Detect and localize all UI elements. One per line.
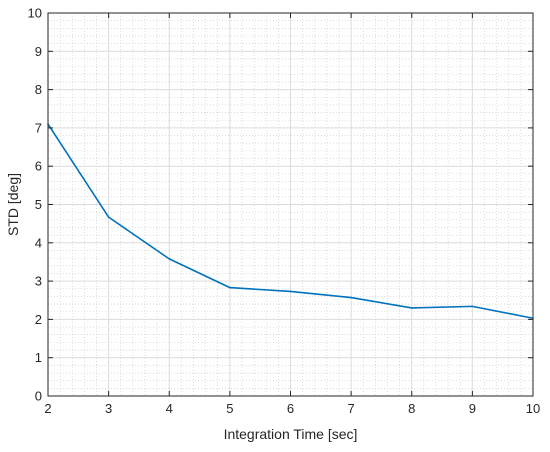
x-axis-label: Integration Time [sec] [224,426,358,442]
y-axis-label: STD [deg] [5,173,21,236]
y-tick-label: 7 [35,120,42,135]
y-tick-label: 10 [28,6,42,21]
y-tick-label: 4 [35,235,42,250]
x-tick-label: 6 [287,401,294,416]
data-point [168,258,171,260]
data-point [289,290,292,293]
y-tick-label: 2 [35,312,42,327]
x-tick-label: 2 [44,401,51,416]
y-tick-label: 9 [35,44,42,59]
data-point [471,305,474,308]
data-point [350,296,352,299]
data-point [107,216,110,218]
x-tick-label: 8 [408,401,415,416]
x-tick-label: 5 [226,401,233,416]
x-tick-label: 9 [469,401,476,416]
ticks [47,12,534,397]
x-tick-label: 4 [166,401,173,416]
data-point [229,286,231,289]
x-tick-label: 7 [348,401,355,416]
x-tick-label: 10 [526,401,540,416]
minor-grid [48,13,533,396]
data-point [410,307,413,309]
y-tick-label: 6 [35,159,42,174]
y-tick-label: 8 [35,82,42,97]
x-tick-label: 3 [105,401,112,416]
y-tick-label: 3 [35,274,42,289]
y-tick-label: 1 [35,350,42,365]
y-tick-label: 5 [35,197,42,212]
y-tick-label: 0 [35,389,42,404]
tick-labels: 2 3 4 5 6 7 8 9 10 0 1 2 3 4 5 6 7 8 9 10 [28,6,541,417]
